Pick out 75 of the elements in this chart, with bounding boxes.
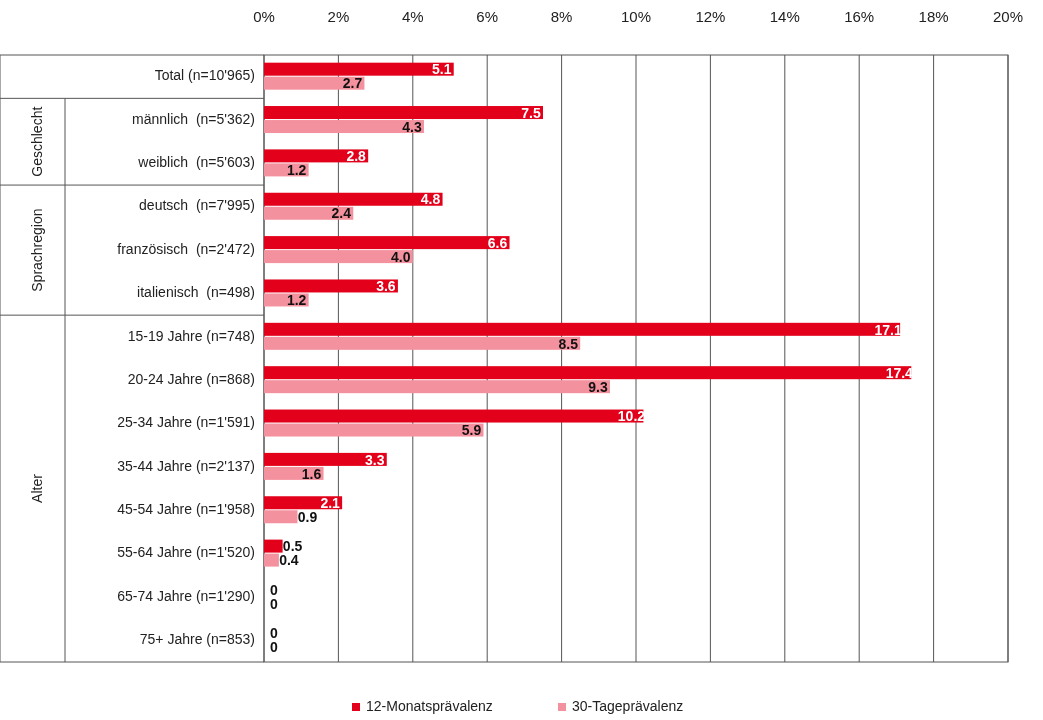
bar <box>264 149 369 163</box>
bar <box>264 250 413 264</box>
y-tick-label: 25-34 Jahre (n=1'591) <box>117 414 255 431</box>
data-label: 6.6 <box>487 234 508 251</box>
data-label: 5.1 <box>431 61 452 78</box>
data-label: 0 <box>270 639 279 656</box>
bar <box>264 206 354 220</box>
text: Alter <box>28 473 45 503</box>
data-label: 0 <box>270 625 279 642</box>
x-tick-label: 8% <box>550 8 573 25</box>
y-tick-label: französisch (n=2'472) <box>117 240 255 257</box>
data-label: 1.6 <box>301 465 322 482</box>
bar <box>264 423 484 437</box>
x-tick-label: 10% <box>620 8 652 25</box>
bar <box>264 62 454 76</box>
x-tick-label: 12% <box>695 8 726 25</box>
data-label: 1.2 <box>286 162 307 179</box>
bar <box>264 106 543 120</box>
data-label: 0 <box>270 581 279 598</box>
data-label: 0.9 <box>297 508 318 525</box>
data-label: 3.3 <box>365 451 385 468</box>
data-label: 0.5 <box>282 538 303 555</box>
x-tick-label: 16% <box>844 8 875 25</box>
x-tick-label: 18% <box>918 8 949 25</box>
bar <box>264 452 387 466</box>
bar <box>264 76 365 90</box>
x-tick-label: 14% <box>769 8 800 25</box>
y-tick-label: italienisch (n=498) <box>137 284 255 301</box>
data-label: 2.1 <box>320 494 341 511</box>
y-tick-label: 55-64 Jahre (n=1'520) <box>117 544 255 561</box>
bar <box>264 322 901 336</box>
bar <box>264 510 298 524</box>
bar <box>264 553 279 567</box>
data-label: 2.7 <box>342 75 363 92</box>
data-label: 2.4 <box>331 205 352 222</box>
y-tick-label: Total (n=10'965) <box>154 67 255 84</box>
y-tick-label: 15-19 Jahre (n=748) <box>127 327 255 344</box>
bar <box>264 366 912 380</box>
bar <box>264 120 424 134</box>
bar <box>264 409 644 423</box>
data-label: 9.3 <box>588 378 608 395</box>
bar <box>264 236 510 250</box>
text: Sprachregion <box>28 208 45 292</box>
y-tick-label: 45-54 Jahre (n=1'958) <box>117 500 255 517</box>
data-label: 2.8 <box>346 148 367 165</box>
bar <box>264 279 398 293</box>
bar <box>264 192 443 206</box>
bar <box>264 539 283 553</box>
data-label: 0.4 <box>279 552 299 569</box>
data-label: 1.2 <box>286 292 307 309</box>
y-tick-label: männlich (n=5'362) <box>132 110 255 127</box>
bar <box>264 380 610 394</box>
x-tick-label: 2% <box>327 8 350 25</box>
legend-label: 30-Tageprävalenz <box>572 697 684 714</box>
data-label: 8.5 <box>558 335 579 352</box>
legend-label: 12-Monatsprävalenz <box>366 697 493 714</box>
y-tick-label: 65-74 Jahre (n=1'290) <box>117 587 255 604</box>
text: Geschlecht <box>28 106 45 177</box>
x-tick-label: 20% <box>992 8 1024 25</box>
data-label: 3.6 <box>376 278 396 295</box>
data-label: 4.3 <box>402 118 422 135</box>
data-label: 7.5 <box>521 104 541 121</box>
data-label: 0 <box>270 595 279 612</box>
y-tick-label: 75+ Jahre (n=853) <box>139 631 255 648</box>
y-tick-label: weiblich (n=5'603) <box>137 154 255 171</box>
bar <box>264 336 581 350</box>
x-tick-label: 4% <box>401 8 424 25</box>
data-label: 4.8 <box>420 191 441 208</box>
y-tick-label: 35-44 Jahre (n=2'137) <box>117 457 255 474</box>
y-tick-label: 20-24 Jahre (n=868) <box>127 370 255 387</box>
x-tick-label: 6% <box>476 8 499 25</box>
y-tick-label: deutsch (n=7'995) <box>139 197 255 214</box>
data-label: 5.9 <box>461 422 482 439</box>
data-label: 4.0 <box>391 248 411 265</box>
x-tick-label: 0% <box>253 8 275 25</box>
